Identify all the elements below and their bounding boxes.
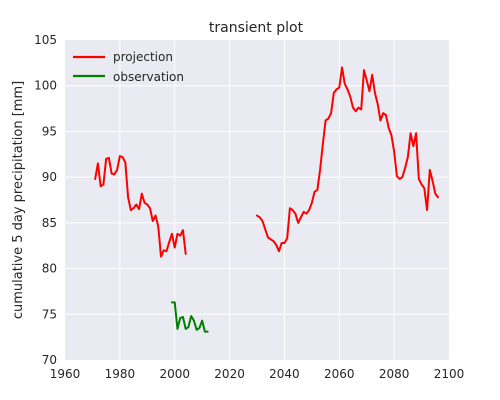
y-tick-label: 100 — [34, 79, 57, 93]
y-tick-label: 70 — [42, 353, 57, 367]
y-tick-label: 85 — [42, 216, 57, 230]
x-axis-ticks: 1960 1980 2000 2020 2040 2060 2080 2100 — [50, 367, 465, 381]
series-line-projection — [94, 155, 187, 258]
y-tick-label: 90 — [42, 170, 57, 184]
y-axis-label: cumulative 5 day precipitation [mm] — [11, 81, 26, 319]
y-tick-label: 80 — [42, 262, 57, 276]
legend-label-observation: observation — [113, 70, 184, 84]
x-tick-label: 2000 — [159, 367, 190, 381]
y-tick-label: 95 — [42, 124, 57, 138]
y-tick-label: 75 — [42, 307, 57, 321]
x-tick-label: 2060 — [324, 367, 355, 381]
x-tick-label: 2080 — [379, 367, 410, 381]
x-tick-label: 1980 — [105, 367, 136, 381]
x-tick-label: 1960 — [50, 367, 81, 381]
x-tick-label: 2020 — [214, 367, 245, 381]
legend-label-projection: projection — [113, 50, 173, 64]
series-line-projection — [256, 66, 440, 253]
grid-lines — [65, 40, 449, 360]
x-tick-label: 2040 — [269, 367, 300, 381]
series-lines — [94, 66, 440, 333]
x-tick-label: 2100 — [434, 367, 465, 381]
legend: projection observation — [73, 50, 184, 84]
series-line-observation — [170, 301, 209, 333]
chart-title: transient plot — [209, 20, 304, 36]
plot-area — [65, 40, 449, 360]
y-axis-ticks: 70 75 80 85 90 95 100 105 — [34, 33, 57, 367]
y-tick-label: 105 — [34, 33, 57, 47]
